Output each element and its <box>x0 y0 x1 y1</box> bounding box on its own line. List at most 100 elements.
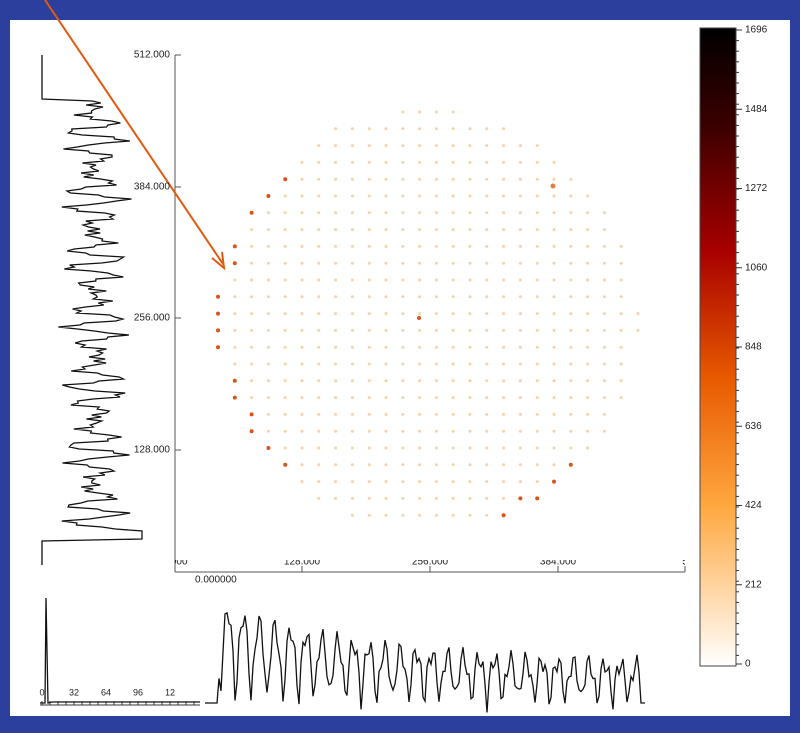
pixel-spot <box>368 245 371 248</box>
pixel-spot <box>502 144 505 147</box>
pixel-spot <box>637 312 640 315</box>
pixel-spot <box>435 211 438 214</box>
pixel-spot <box>603 211 606 214</box>
pixel-spot <box>401 144 404 147</box>
hot-pixel <box>551 184 556 189</box>
pixel-spot <box>435 363 438 366</box>
pixel-spot <box>569 463 573 467</box>
viewer-panel <box>10 20 790 716</box>
pixel-spot <box>469 144 472 147</box>
pixel-spot <box>519 211 522 214</box>
pixel-spot <box>519 279 522 282</box>
pixel-spot <box>317 463 320 466</box>
colorbar-label: 848 <box>745 342 762 353</box>
colorbar <box>700 28 736 666</box>
pixel-spot <box>535 496 539 500</box>
pixel-spot <box>536 396 539 399</box>
pixel-spot <box>603 245 606 248</box>
pixel-spot <box>586 447 589 450</box>
pixel-spot <box>385 463 388 466</box>
pixel-spot <box>586 262 589 265</box>
pixel-spot <box>553 295 556 298</box>
pixel-spot <box>401 295 404 298</box>
pixel-spot <box>603 379 606 382</box>
pixel-spot <box>452 111 455 114</box>
pixel-spot <box>569 228 572 231</box>
pixel-spot <box>351 363 354 366</box>
pixel-spot <box>469 211 472 214</box>
pixel-spot <box>368 396 371 399</box>
pixel-spot <box>452 279 455 282</box>
pixel-spot <box>301 379 304 382</box>
pixel-spot <box>569 178 572 181</box>
pixel-spot <box>586 245 589 248</box>
pixel-spot <box>368 430 371 433</box>
pixel-spot <box>233 279 236 282</box>
pixel-spot <box>620 312 623 315</box>
pixel-spot <box>351 161 354 164</box>
pixel-spot <box>250 279 253 282</box>
pixel-spot <box>284 396 287 399</box>
pixel-spot <box>469 379 472 382</box>
pixel-spot <box>536 312 539 315</box>
pixel-spot <box>368 195 371 198</box>
pixel-spot <box>586 228 589 231</box>
pixel-spot <box>553 463 556 466</box>
pixel-spot <box>502 430 505 433</box>
pixel-spot <box>385 245 388 248</box>
pixel-spot <box>334 480 337 483</box>
pixel-spot <box>401 262 404 265</box>
pixel-spot <box>502 195 505 198</box>
pixel-spot <box>301 295 304 298</box>
pixel-spot <box>284 245 287 248</box>
pixel-spot <box>553 178 556 181</box>
pixel-spot <box>435 379 438 382</box>
pixel-spot <box>502 178 505 181</box>
pixel-spot <box>334 379 337 382</box>
pixel-spot <box>536 346 539 349</box>
pixel-spot <box>452 463 455 466</box>
colorbar-label: 1060 <box>745 262 768 273</box>
pixel-spot <box>368 279 371 282</box>
pixel-spot <box>385 480 388 483</box>
pixel-spot <box>536 228 539 231</box>
pixel-spot <box>368 480 371 483</box>
pixel-spot <box>502 413 505 416</box>
pixel-spot <box>368 262 371 265</box>
pixel-spot <box>569 312 572 315</box>
pixel-spot <box>469 346 472 349</box>
pixel-spot <box>301 228 304 231</box>
y-tick-label: 128.000 <box>134 445 171 456</box>
pixel-spot <box>553 228 556 231</box>
pixel-spot <box>519 329 522 332</box>
pixel-spot <box>502 513 506 517</box>
pixel-spot <box>418 312 421 315</box>
pixel-spot <box>368 329 371 332</box>
pixel-spot <box>469 329 472 332</box>
pixel-spot <box>334 312 337 315</box>
pixel-spot <box>351 379 354 382</box>
pixel-spot <box>317 211 320 214</box>
pixel-spot <box>317 245 320 248</box>
corner-label: 0.000000 <box>195 575 237 586</box>
pixel-spot <box>553 312 556 315</box>
pixel-spot <box>519 480 522 483</box>
pixel-spot <box>469 497 472 500</box>
pixel-spot <box>553 379 556 382</box>
pixel-spot <box>284 295 287 298</box>
pixel-spot <box>418 245 421 248</box>
pixel-spot <box>250 262 253 265</box>
pixel-spot <box>385 195 388 198</box>
pixel-spot <box>452 211 455 214</box>
pixel-spot <box>569 413 572 416</box>
pixel-spot <box>250 211 254 215</box>
pixel-spot <box>553 447 556 450</box>
pixel-spot <box>502 480 505 483</box>
pixel-spot <box>317 161 320 164</box>
pixel-spot <box>620 363 623 366</box>
pixel-spot <box>233 295 236 298</box>
pixel-spot <box>317 178 320 181</box>
pixel-spot <box>267 430 270 433</box>
pixel-spot <box>250 429 254 433</box>
pixel-spot <box>385 127 388 130</box>
